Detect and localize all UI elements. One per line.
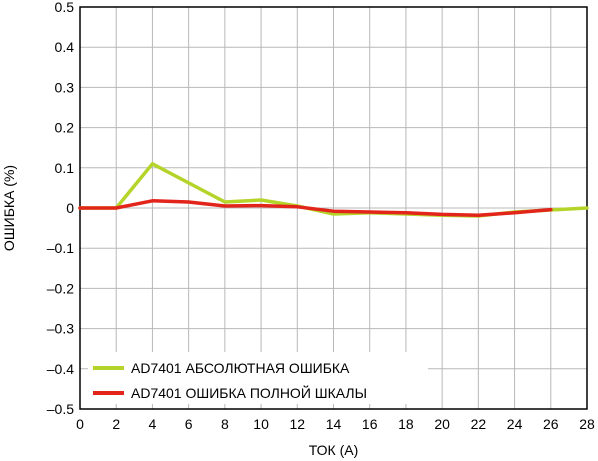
y-axis-title: ОШИБКА (%) <box>1 165 17 251</box>
grid <box>80 7 587 409</box>
x-tick-label: 10 <box>253 416 269 432</box>
y-tick-labels: 0.5 0.4 0.3 0.2 0.1 0 –0.1 –0.2 –0.3 –0.4 –0.5 <box>47 0 74 417</box>
y-tick-label: 0.2 <box>55 120 75 136</box>
legend-background <box>88 352 428 404</box>
y-tick-label: –0.1 <box>47 240 74 256</box>
y-tick-label: –0.2 <box>47 280 74 296</box>
x-tick-label: 4 <box>149 416 157 432</box>
legend-label: AD7401 АБСОЛЮТНАЯ ОШИБКА <box>131 360 350 376</box>
legend: AD7401 АБСОЛЮТНАЯ ОШИБКА AD7401 ОШИБКА ПО… <box>88 352 428 404</box>
legend-label: AD7401 ОШИБКА ПОЛНОЙ ШКАЛЫ <box>131 384 367 401</box>
y-tick-label: –0.5 <box>47 401 74 417</box>
y-tick-label: 0 <box>66 200 74 216</box>
x-tick-label: 2 <box>112 416 120 432</box>
y-tick-label: 0.3 <box>55 79 75 95</box>
x-tick-label: 22 <box>471 416 487 432</box>
x-tick-label: 6 <box>185 416 193 432</box>
x-tick-label: 28 <box>579 416 595 432</box>
x-tick-label: 18 <box>398 416 414 432</box>
y-tick-label: 0.1 <box>55 160 75 176</box>
x-tick-label: 14 <box>326 416 342 432</box>
series-line-full-scale-error <box>78 199 553 217</box>
x-tick-label: 0 <box>76 416 84 432</box>
y-tick-label: 0.4 <box>55 39 75 55</box>
x-tick-label: 26 <box>543 416 559 432</box>
x-tick-label: 12 <box>289 416 305 432</box>
x-tick-labels: 0 2 4 6 8 10 12 14 16 18 20 22 24 26 28 <box>76 416 595 432</box>
x-tick-label: 24 <box>507 416 523 432</box>
y-tick-label: –0.4 <box>47 361 74 377</box>
x-tick-label: 8 <box>221 416 229 432</box>
y-tick-label: –0.3 <box>47 321 74 337</box>
x-tick-label: 16 <box>362 416 378 432</box>
x-tick-label: 20 <box>434 416 450 432</box>
x-axis-title: ТОК (А) <box>309 442 359 458</box>
y-tick-label: 0.5 <box>55 0 75 15</box>
series-layer <box>78 162 589 218</box>
